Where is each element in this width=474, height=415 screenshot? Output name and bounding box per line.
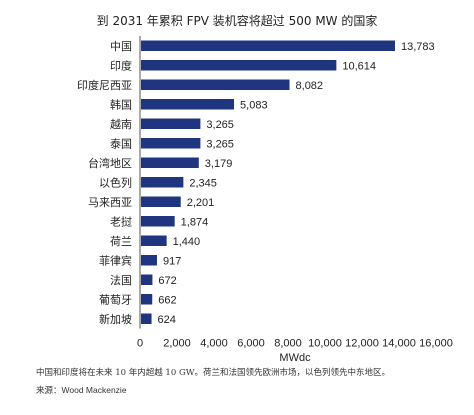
data-label: 8,082 — [296, 80, 324, 92]
bar — [141, 294, 153, 305]
category-label: 印度 — [110, 58, 132, 72]
bar — [141, 157, 199, 168]
source-note: 来源：Wood Mackenzie — [36, 385, 127, 395]
x-tick-label: 12,000 — [345, 338, 379, 350]
category-label: 韩国 — [110, 97, 132, 111]
bar — [141, 118, 201, 129]
data-label: 917 — [163, 255, 181, 267]
bar — [141, 40, 395, 51]
data-label: 1,440 — [173, 236, 201, 248]
category-label: 越南 — [110, 117, 132, 131]
bar — [141, 235, 167, 246]
footnote: 中国和印度将在未来 10 年内超越 10 GW。荷兰和法国领先欧洲市场，以色列领… — [36, 368, 390, 378]
x-tick-label: 8,000 — [274, 338, 302, 350]
category-label: 以色列 — [99, 175, 132, 189]
chart-title: 到 2031 年累积 FPV 装机容将超过 500 MW 的国家 — [96, 14, 378, 28]
data-label: 1,874 — [181, 216, 209, 228]
category-label: 荷兰 — [110, 235, 132, 248]
category-label: 泰国 — [110, 136, 132, 150]
data-label: 624 — [158, 314, 176, 326]
category-label: 菲律宾 — [99, 253, 132, 267]
data-label: 10,614 — [342, 60, 376, 72]
x-tick-label: 4,000 — [200, 338, 228, 350]
bar — [141, 216, 175, 227]
category-label: 葡萄牙 — [99, 293, 132, 306]
category-label: 台湾地区 — [88, 156, 132, 170]
bar — [141, 60, 337, 71]
bar — [141, 177, 184, 188]
bar — [141, 138, 201, 149]
data-label: 672 — [158, 275, 176, 287]
x-tick-label: 6,000 — [237, 338, 265, 350]
x-tick-label: 10,000 — [308, 338, 342, 350]
data-label: 3,179 — [205, 158, 233, 170]
data-label: 3,265 — [206, 119, 234, 131]
x-tick-label: 2,000 — [163, 338, 191, 350]
data-label: 2,345 — [189, 177, 217, 189]
data-label: 5,083 — [240, 99, 268, 111]
category-label: 中国 — [110, 40, 132, 53]
data-label: 3,265 — [206, 138, 234, 150]
x-tick-label: 0 — [137, 338, 143, 350]
category-label: 印度尼西亚 — [77, 78, 132, 92]
data-label: 2,201 — [187, 197, 215, 209]
bar — [141, 99, 235, 110]
category-label: 马来西亚 — [88, 196, 132, 209]
data-label: 13,783 — [401, 41, 435, 53]
x-axis-label: MWdc — [279, 352, 311, 364]
bar — [141, 79, 290, 90]
data-label: 662 — [158, 294, 176, 306]
x-tick-label: 16,000 — [419, 338, 453, 350]
x-tick-label: 14,000 — [382, 338, 416, 350]
category-label: 法国 — [110, 273, 132, 287]
bar — [141, 274, 153, 285]
bar — [141, 255, 157, 266]
category-label: 老挝 — [110, 214, 132, 228]
category-label: 新加坡 — [99, 312, 132, 326]
bar — [141, 196, 181, 207]
bar — [141, 313, 152, 324]
